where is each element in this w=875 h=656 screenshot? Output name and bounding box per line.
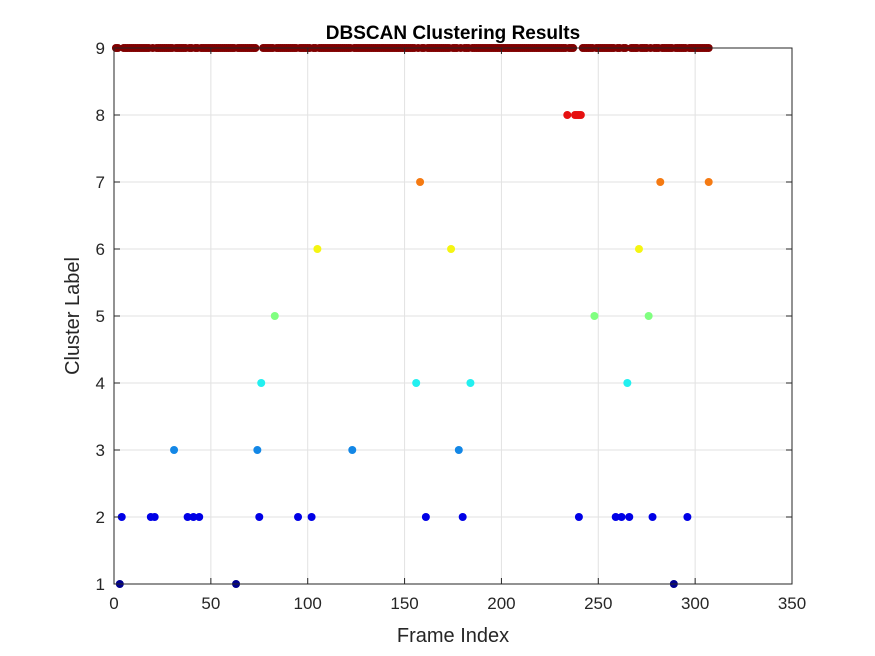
data-point (183, 513, 192, 521)
y-tick-label: 9 (96, 39, 105, 58)
y-axis-label: Cluster Label (62, 257, 84, 375)
data-point (704, 178, 713, 186)
data-point (563, 111, 572, 119)
data-point (150, 513, 159, 521)
data-point (170, 446, 179, 454)
x-tick-label: 300 (681, 594, 709, 613)
data-point (617, 513, 626, 521)
y-tick-label: 1 (96, 575, 105, 594)
data-point (416, 178, 425, 186)
data-point (270, 312, 279, 320)
y-tick-label: 6 (96, 240, 105, 259)
axis-ticks: 0 50 100 150 200 250 300 350 1 2 3 4 5 6 7 8 9 (96, 39, 807, 613)
data-point (447, 245, 456, 253)
x-tick-label: 0 (109, 594, 118, 613)
data-point (348, 446, 357, 454)
data-point (294, 513, 303, 521)
data-point (458, 513, 467, 521)
data-point (574, 513, 583, 521)
data-point (253, 446, 262, 454)
x-tick-label: 200 (487, 594, 515, 613)
data-point (255, 513, 264, 521)
data-point (466, 379, 475, 387)
y-tick-label: 2 (96, 508, 105, 527)
data-point (611, 513, 620, 521)
x-tick-label: 100 (294, 594, 322, 613)
data-point (576, 111, 585, 119)
data-point (644, 312, 653, 320)
y-tick-label: 8 (96, 106, 105, 125)
data-point (625, 513, 634, 521)
chart-title: DBSCAN Clustering Results (326, 23, 580, 44)
x-tick-label: 50 (201, 594, 220, 613)
data-point (307, 513, 316, 521)
data-point (412, 379, 421, 387)
y-tick-label: 7 (96, 173, 105, 192)
data-point (623, 379, 632, 387)
y-tick-label: 5 (96, 307, 105, 326)
y-tick-label: 3 (96, 441, 105, 460)
data-point (683, 513, 692, 521)
data-point (634, 245, 643, 253)
data-point (454, 446, 463, 454)
data-point (257, 379, 266, 387)
data-point (313, 245, 322, 253)
data-point (421, 513, 430, 521)
data-point (656, 178, 665, 186)
data-point (590, 312, 599, 320)
y-tick-label: 4 (96, 374, 105, 393)
data-point (189, 513, 198, 521)
x-tick-label: 250 (584, 594, 612, 613)
x-axis-label: Frame Index (397, 625, 509, 647)
data-point (648, 513, 657, 521)
x-tick-label: 350 (778, 594, 806, 613)
x-tick-label: 150 (390, 594, 418, 613)
data-point (195, 513, 204, 521)
data-point (117, 513, 126, 521)
